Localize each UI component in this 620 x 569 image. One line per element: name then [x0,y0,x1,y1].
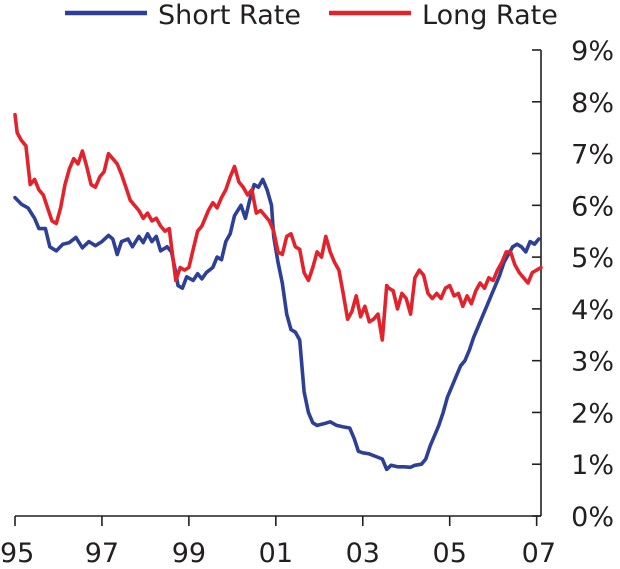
x-tick-label: 95 [0,538,34,569]
y-ticks: 0% 1% 2% 3% 4% 5% 6% 7% 8% 9% [532,36,614,533]
x-tick-label: 97 [85,538,119,569]
axes [15,50,542,517]
x-ticks: 95 97 99 01 03 05 07 [0,516,556,569]
legend: Short Rate Long Rate [65,0,558,31]
y-tick-label: 7% [571,140,614,171]
legend-label-long-rate: Long Rate [422,0,558,31]
series-line-long-rate [13,112,543,342]
series-line-short-rate [13,177,541,472]
y-tick-label: 0% [571,502,614,533]
y-tick-label: 3% [571,347,614,378]
y-tick-label: 1% [571,450,614,481]
x-tick-label: 01 [259,538,293,569]
x-tick-label: 99 [172,538,206,569]
legend-label-short-rate: Short Rate [158,0,301,31]
y-tick-label: 6% [571,191,614,222]
y-tick-label: 8% [571,88,614,119]
x-tick-label: 05 [433,538,467,569]
y-tick-label: 4% [571,295,614,326]
x-tick-label: 07 [522,538,556,569]
x-tick-label: 03 [346,538,380,569]
y-tick-label: 5% [571,243,614,274]
y-tick-label: 9% [571,36,614,67]
series [13,112,543,472]
y-tick-label: 2% [571,398,614,429]
